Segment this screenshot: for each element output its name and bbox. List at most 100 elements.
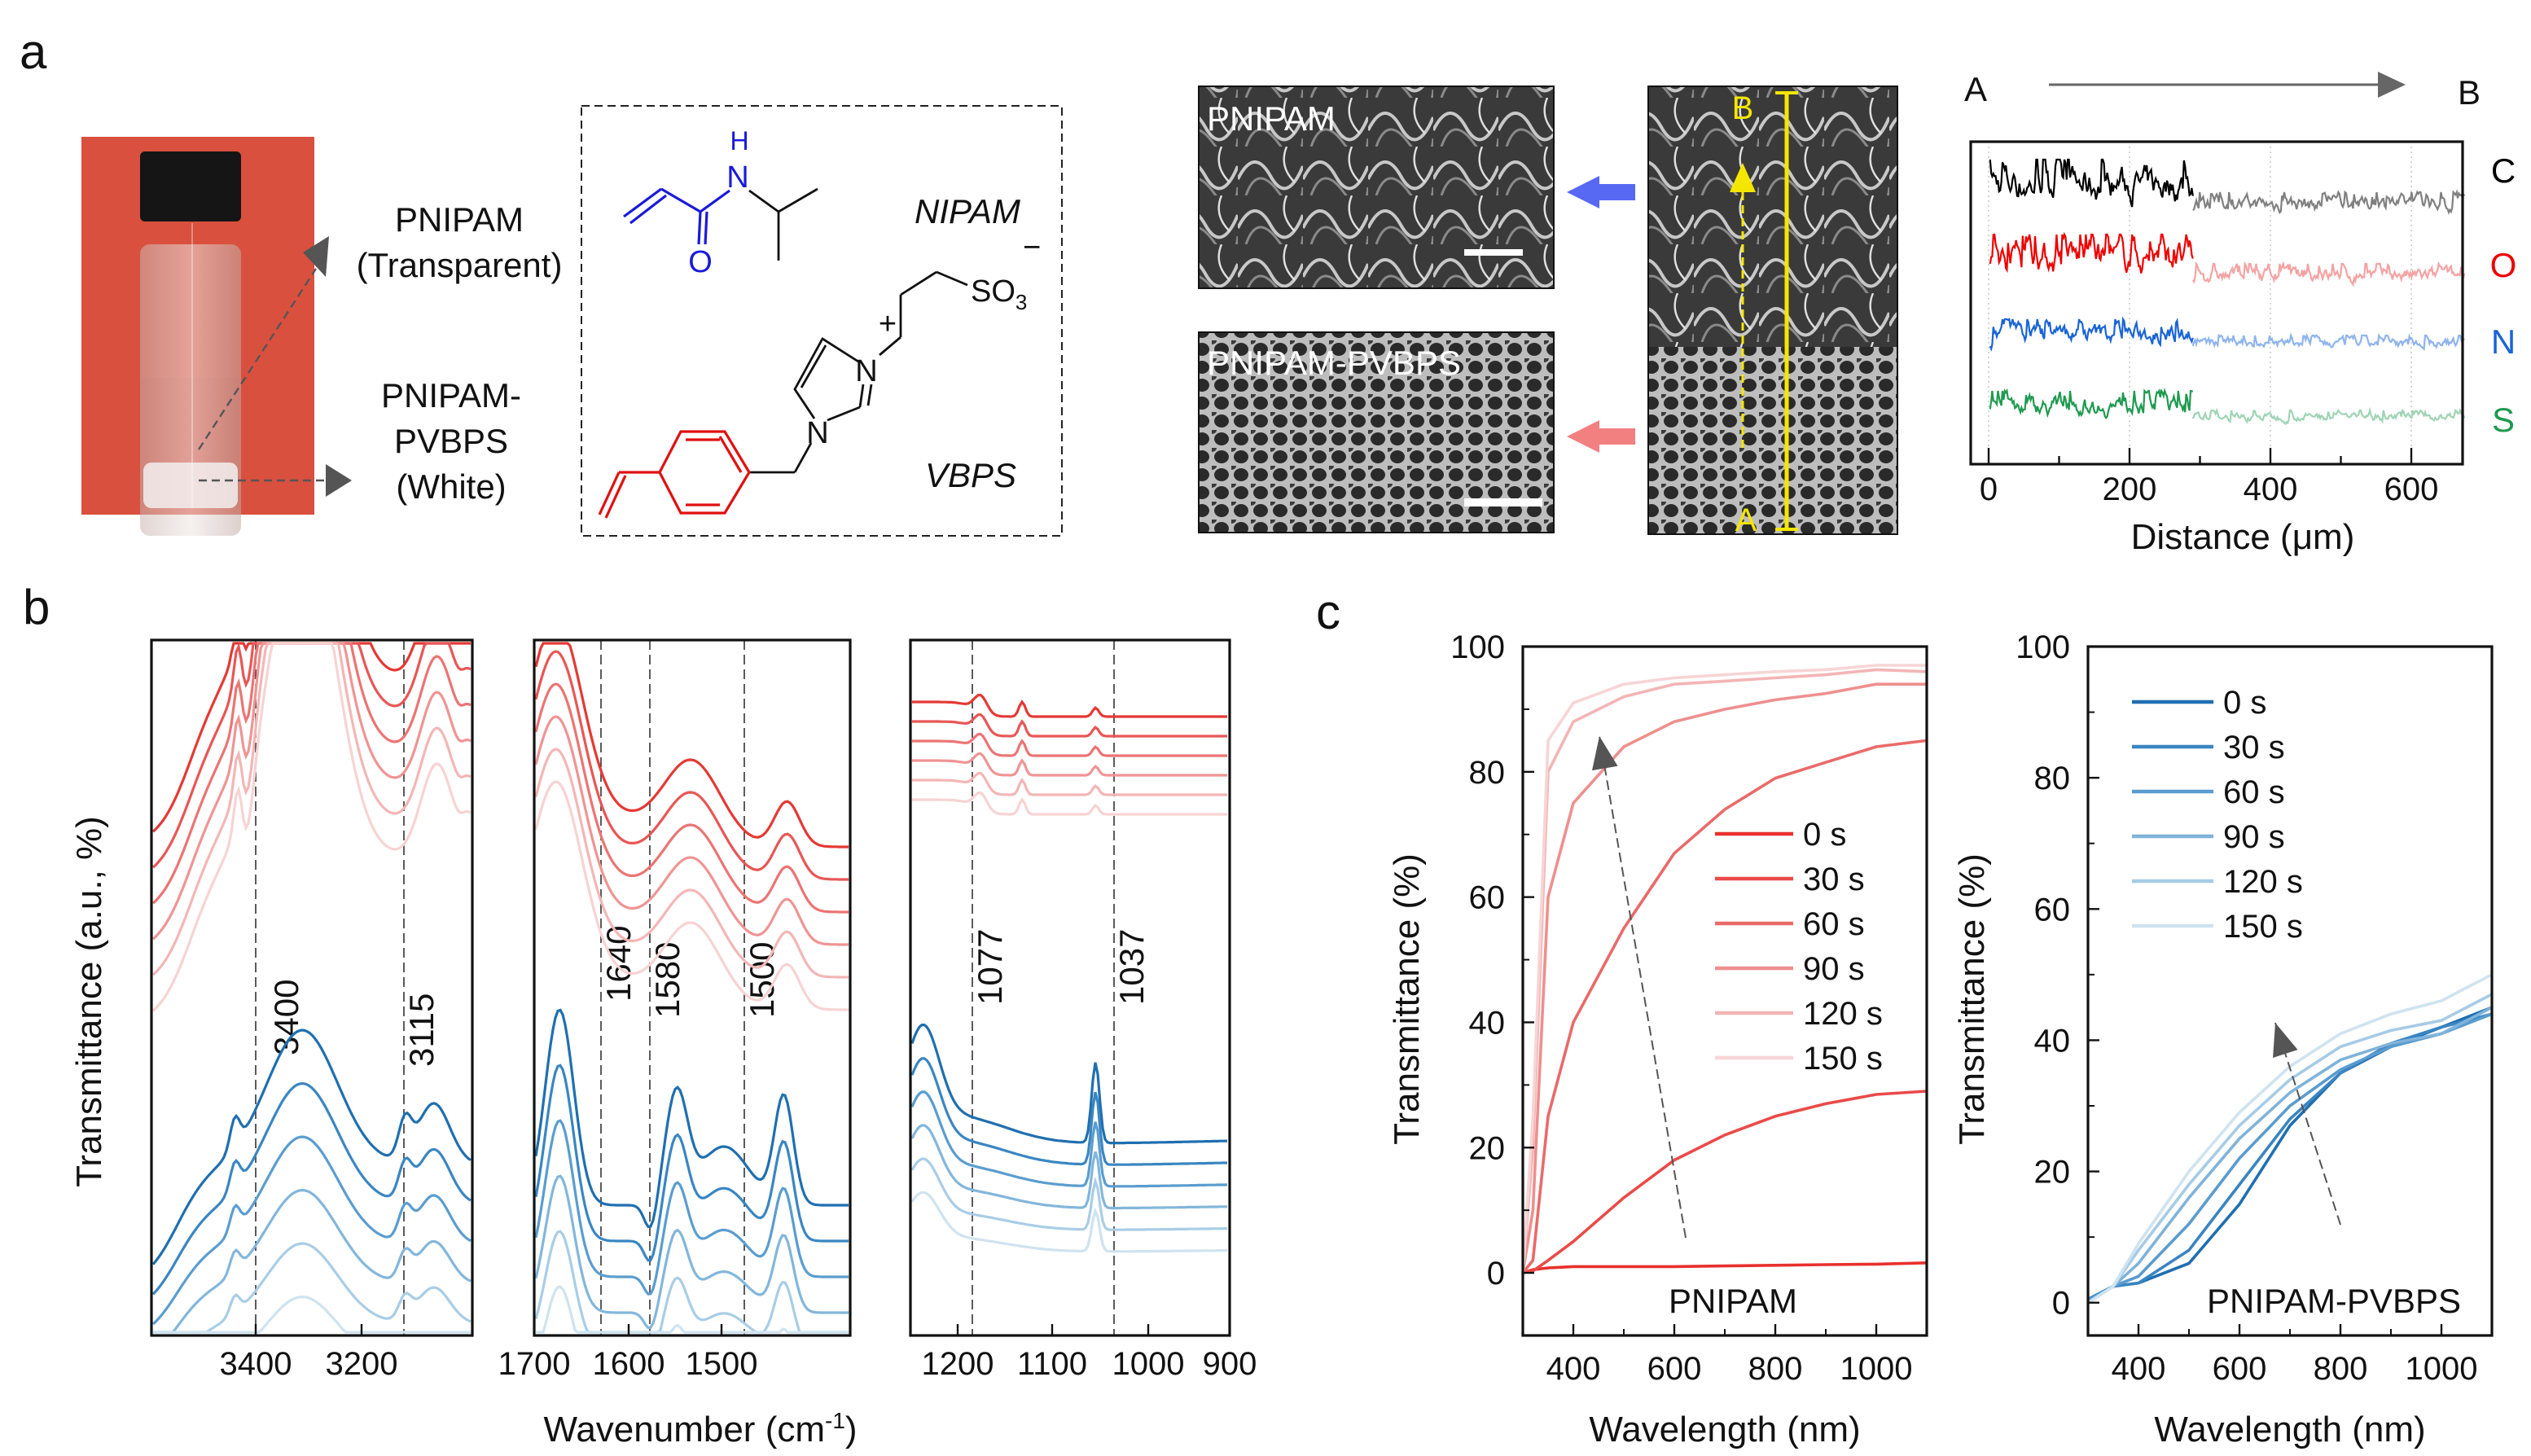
eds-series-n-dark — [1989, 316, 2194, 352]
uv-sample-annotation: PNIPAM — [1669, 1282, 1797, 1320]
legend-label: 30 s — [1803, 862, 1865, 897]
ftir-x-tick-label: 900 — [1203, 1346, 1257, 1382]
legend-label: 90 s — [2223, 819, 2285, 855]
ftir-series-blue-1 — [534, 1008, 849, 1229]
uv-x-tick-label: 800 — [1748, 1351, 1803, 1387]
ftir-series-red-1 — [912, 693, 1227, 718]
vbps-structure — [749, 270, 968, 474]
ftir-series-blue-1 — [151, 1028, 472, 1265]
uv-series-150-s — [2087, 973, 2493, 1305]
nipam-structure — [623, 187, 730, 245]
white-phase — [143, 463, 238, 508]
arrow-right-icon — [2378, 72, 2406, 98]
atom-n-plus: N — [855, 354, 877, 388]
trend-arrow — [1599, 735, 1687, 1239]
uv-series-90-s — [1521, 682, 1927, 1274]
ftir-series-red-2 — [534, 650, 849, 881]
ftir-series-red-3 — [912, 732, 1227, 757]
ftir-series-blue-2 — [534, 1063, 849, 1262]
label-pvbps: PVBPS — [394, 422, 508, 460]
panel-label-b: b — [23, 580, 50, 634]
uv-series-60-s — [1521, 739, 1928, 1274]
charge-plus: + — [879, 307, 897, 341]
eds-series-s-light — [2191, 406, 2466, 426]
ftir-series-red-2 — [912, 713, 1227, 738]
point-a: A — [1735, 502, 1757, 538]
ftir-marker-label: 1037 — [1112, 929, 1151, 1005]
ftir-marker-label: 1077 — [971, 929, 1009, 1005]
uv-series-0-s — [1522, 1261, 1928, 1274]
atom-h-nipam: H — [730, 126, 748, 156]
uv-series-150-s — [1521, 664, 1927, 1274]
ftir-series-blue-3 — [151, 1135, 472, 1326]
eds-element-label-o: O — [2490, 246, 2517, 284]
ftir-x-tick-label: 3200 — [326, 1346, 398, 1382]
vial-cap — [140, 151, 241, 221]
label-transparent: (Transparent) — [357, 246, 563, 284]
uv-chart-pnipam-pvbps: 0 s 30 s 60 s 90 s 120 s 150 s 400 600 800 1000 0 2… — [1952, 629, 2494, 1449]
uv-series-30-s — [2087, 1012, 2493, 1301]
eds-end-label: B — [2458, 73, 2481, 112]
label-pnipam: PNIPAM — [395, 200, 524, 239]
ftir-series-blue-5 — [153, 1242, 472, 1334]
uv-y-tick-label: 40 — [2034, 1023, 2071, 1059]
uv-x-tick-label: 1000 — [2406, 1351, 2478, 1387]
uv-x-tick-label: 800 — [2314, 1351, 2368, 1387]
ftir-series-red-3 — [534, 682, 849, 914]
ftir-plot-frame — [909, 638, 1231, 1337]
uv-x-tick-label: 400 — [2112, 1351, 2166, 1387]
legend-label: 60 s — [2223, 774, 2285, 810]
uv-x-tick-label: 1000 — [1840, 1351, 1913, 1387]
point-b: B — [1732, 90, 1754, 126]
uv-series-30-s — [1522, 1090, 1928, 1274]
eds-line-scan-chart: A B 0 200 400 600 C ON S Distance (μm) — [1964, 70, 2516, 557]
uv-y-tick-label: 80 — [1469, 755, 1506, 791]
ftir-series-blue-6 — [910, 1191, 1227, 1253]
ftir-x-tick-label: 1100 — [1017, 1346, 1087, 1382]
sulfonate-group: SO3 — [971, 274, 1027, 314]
ftir-marker-label: 1580 — [648, 942, 686, 1018]
ftir-series-blue-3 — [910, 1090, 1228, 1188]
uv-series-120-s — [1521, 668, 1928, 1274]
ftir-x-axis-title: Wavenumber (cm-1) — [543, 1408, 857, 1449]
sem-image-pnipam-pvbps: PNIPAM-PVBPS — [1198, 331, 1555, 533]
eds-x-tick-label: 400 — [2244, 471, 2298, 507]
panel-label-c: c — [1316, 585, 1340, 639]
ftir-series-red-6 — [534, 780, 849, 1011]
ftir-series-blue-6 — [536, 1285, 849, 1334]
vbps-styrene — [598, 430, 751, 519]
atom-n-nipam: N — [726, 160, 748, 195]
uv-y-tick-label: 0 — [1487, 1256, 1505, 1292]
eds-series-o-light — [2191, 261, 2466, 287]
scale-bar — [1464, 498, 1542, 507]
arrow-red-icon — [1567, 420, 1635, 453]
ftir-series-red-6 — [151, 642, 472, 1012]
legend-label: 60 s — [1803, 906, 1865, 942]
eds-series-c-dark — [1989, 158, 2194, 208]
arrow-blue-icon — [1567, 176, 1635, 208]
legend-label: 120 s — [1803, 996, 1883, 1032]
sem-label-pnipam: PNIPAM — [1207, 99, 1336, 138]
ftir-marker-label: 1640 — [599, 926, 638, 1002]
uv-y-tick-label: 40 — [1469, 1005, 1506, 1041]
panel-label-a: a — [20, 24, 47, 79]
eds-series-c-light — [2192, 189, 2466, 215]
ftir-x-tick-label: 1000 — [1112, 1346, 1185, 1382]
ftir-series-blue-4 — [153, 1188, 472, 1334]
charge-minus: − — [1023, 230, 1041, 265]
legend-label: 90 s — [1803, 951, 1865, 987]
ftir-x-tick-label: 3400 — [220, 1346, 292, 1382]
atom-o-nipam: O — [688, 245, 713, 279]
ftir-x-tick-label: 1500 — [686, 1346, 758, 1382]
nipam-name: NIPAM — [915, 192, 1020, 230]
scale-bar — [1464, 249, 1523, 256]
atom-n-imidazole: N — [806, 416, 828, 450]
uv-sample-annotation: PNIPAM-PVBPS — [2207, 1282, 2461, 1320]
uv-y-axis-title: Transmittance (%) — [1387, 853, 1427, 1145]
legend-label: 0 s — [1803, 817, 1846, 853]
ftir-series-blue-1 — [910, 1024, 1228, 1145]
nipam-isopropyl — [748, 187, 818, 261]
eds-x-tick-label: 600 — [2384, 471, 2439, 507]
trend-arrow — [2274, 1022, 2341, 1226]
